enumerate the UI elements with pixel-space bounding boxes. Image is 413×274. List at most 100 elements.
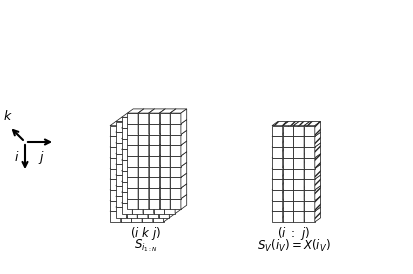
Polygon shape — [110, 143, 126, 147]
Polygon shape — [137, 117, 153, 121]
Polygon shape — [159, 141, 176, 145]
Polygon shape — [121, 199, 138, 203]
Polygon shape — [127, 195, 144, 199]
Polygon shape — [148, 177, 159, 188]
Polygon shape — [138, 113, 148, 124]
Polygon shape — [127, 130, 144, 135]
Polygon shape — [164, 113, 180, 117]
Polygon shape — [158, 160, 175, 164]
Polygon shape — [137, 186, 147, 196]
Polygon shape — [131, 207, 137, 222]
Polygon shape — [293, 211, 304, 222]
Polygon shape — [148, 156, 159, 167]
Polygon shape — [169, 160, 175, 175]
Polygon shape — [152, 207, 158, 222]
Polygon shape — [170, 195, 186, 199]
Polygon shape — [282, 211, 293, 222]
Polygon shape — [121, 156, 138, 160]
Polygon shape — [142, 167, 148, 181]
Polygon shape — [138, 124, 148, 135]
Polygon shape — [304, 175, 320, 179]
Polygon shape — [159, 167, 170, 177]
Polygon shape — [158, 160, 164, 175]
Polygon shape — [169, 139, 175, 154]
Polygon shape — [138, 173, 144, 188]
Polygon shape — [180, 152, 186, 167]
Polygon shape — [116, 175, 126, 186]
Polygon shape — [163, 196, 169, 211]
Polygon shape — [132, 188, 138, 203]
Polygon shape — [163, 164, 169, 179]
Polygon shape — [152, 186, 169, 190]
Polygon shape — [147, 149, 164, 154]
Polygon shape — [131, 154, 137, 169]
Polygon shape — [180, 109, 186, 124]
Polygon shape — [126, 128, 132, 143]
Polygon shape — [153, 113, 159, 128]
Polygon shape — [164, 135, 180, 139]
Polygon shape — [138, 173, 154, 177]
Polygon shape — [159, 119, 165, 135]
Polygon shape — [175, 199, 180, 214]
Polygon shape — [131, 136, 142, 147]
Polygon shape — [132, 177, 148, 181]
Polygon shape — [126, 171, 142, 175]
Polygon shape — [164, 139, 175, 149]
Polygon shape — [127, 113, 138, 124]
Polygon shape — [137, 192, 153, 196]
Polygon shape — [170, 145, 180, 156]
Polygon shape — [131, 190, 142, 201]
Polygon shape — [126, 149, 142, 154]
Polygon shape — [110, 186, 126, 190]
Polygon shape — [304, 158, 314, 169]
Polygon shape — [137, 181, 153, 186]
Polygon shape — [116, 171, 132, 175]
Polygon shape — [293, 175, 299, 190]
Polygon shape — [121, 203, 132, 214]
Polygon shape — [159, 173, 176, 177]
Polygon shape — [126, 154, 137, 164]
Polygon shape — [148, 184, 165, 188]
Polygon shape — [164, 128, 175, 139]
Polygon shape — [131, 143, 137, 158]
Polygon shape — [159, 173, 165, 188]
Polygon shape — [147, 186, 158, 196]
Polygon shape — [304, 164, 309, 179]
Polygon shape — [121, 186, 126, 201]
Polygon shape — [127, 135, 138, 145]
Polygon shape — [131, 147, 142, 158]
Polygon shape — [142, 143, 158, 147]
Polygon shape — [271, 186, 288, 190]
Polygon shape — [158, 207, 169, 218]
Polygon shape — [159, 152, 176, 156]
Polygon shape — [147, 121, 158, 132]
Polygon shape — [314, 207, 320, 222]
Polygon shape — [163, 207, 169, 222]
Polygon shape — [138, 162, 154, 167]
Polygon shape — [121, 207, 137, 211]
Polygon shape — [282, 132, 299, 136]
Polygon shape — [126, 164, 137, 175]
Polygon shape — [163, 186, 169, 201]
Polygon shape — [126, 160, 142, 164]
Polygon shape — [152, 164, 158, 179]
Polygon shape — [110, 126, 121, 136]
Polygon shape — [142, 139, 153, 149]
Polygon shape — [142, 124, 148, 139]
Polygon shape — [293, 207, 299, 222]
Polygon shape — [121, 201, 131, 211]
Polygon shape — [142, 154, 158, 158]
Polygon shape — [131, 175, 147, 179]
Polygon shape — [271, 143, 288, 147]
Polygon shape — [137, 128, 142, 143]
Polygon shape — [132, 113, 138, 128]
Polygon shape — [121, 154, 137, 158]
Polygon shape — [132, 199, 148, 203]
Polygon shape — [121, 171, 132, 181]
Polygon shape — [132, 124, 138, 139]
Polygon shape — [138, 141, 144, 156]
Polygon shape — [175, 145, 180, 160]
Polygon shape — [304, 132, 309, 147]
Polygon shape — [131, 126, 142, 136]
Polygon shape — [148, 152, 165, 156]
